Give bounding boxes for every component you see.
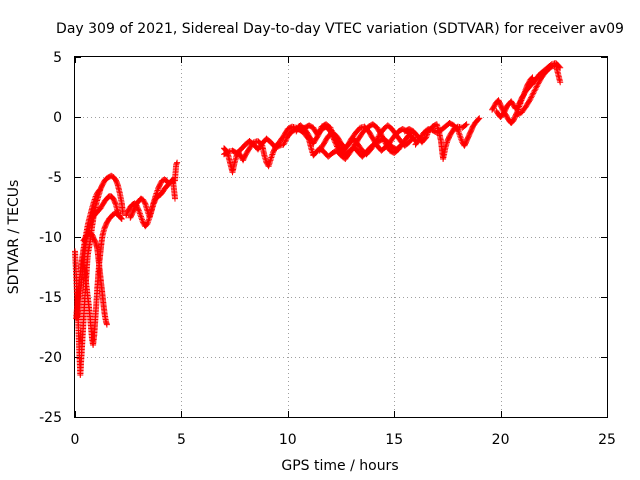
data-point [532, 86, 539, 93]
scatter-points [72, 60, 564, 378]
data-point [533, 84, 540, 91]
data-point [374, 134, 381, 141]
data-point [374, 136, 381, 143]
x-tick-label: 5 [177, 432, 186, 448]
data-point [533, 83, 540, 90]
data-point [381, 137, 388, 144]
data-point [382, 139, 388, 145]
data-point [332, 140, 339, 147]
y-tick-label: -5 [48, 170, 62, 186]
x-tick-label: 0 [71, 432, 80, 448]
data-point [476, 115, 483, 122]
x-tick-label: 25 [598, 432, 616, 448]
x-tick-labels: 0 5 10 15 20 25 [71, 432, 616, 448]
plot-frame [74, 56, 608, 418]
data-point [172, 195, 178, 202]
data-point [529, 91, 536, 98]
x-tick-label: 10 [279, 432, 297, 448]
data-point [463, 121, 470, 128]
y-tick-label: 0 [53, 110, 62, 126]
x-tick-label: 20 [492, 432, 510, 448]
data-point [333, 142, 340, 149]
data-point [103, 321, 110, 328]
y-tick-label: -15 [39, 290, 62, 306]
axis-ticks [75, 57, 608, 418]
data-point [149, 204, 156, 211]
data-point [380, 136, 387, 143]
data-point [528, 93, 535, 100]
data-point [373, 137, 380, 144]
data-point [528, 94, 535, 101]
data-point [114, 180, 120, 186]
x-axis-label: GPS time / hours [281, 458, 398, 474]
data-point [332, 139, 339, 146]
y-axis-label: SDTVAR / TECUs [6, 180, 22, 295]
data-point [462, 122, 469, 129]
data-point [409, 135, 416, 142]
data-point [526, 97, 533, 104]
data-point [174, 159, 181, 166]
data-point [530, 90, 537, 97]
data-point [281, 140, 288, 147]
data-point [534, 82, 541, 88]
data-point [557, 79, 564, 86]
data-point [282, 138, 288, 145]
x-tick-label: 15 [385, 432, 403, 448]
y-tick-label: -20 [39, 350, 62, 366]
y-tick-label: -25 [39, 410, 62, 426]
data-point [141, 199, 148, 206]
data-point [282, 137, 289, 144]
y-tick-label: -10 [39, 230, 62, 246]
data-point [118, 215, 125, 222]
data-point [96, 186, 103, 193]
y-tick-labels: -25 -20 -15 -10 -5 0 5 [39, 50, 62, 426]
data-point [527, 96, 534, 102]
data-point [334, 144, 341, 151]
data-point [334, 143, 340, 150]
chart-title: Day 309 of 2021, Sidereal Day-to-day VTE… [56, 21, 624, 37]
data-point [410, 134, 417, 141]
grid [75, 57, 607, 417]
data-point [97, 186, 104, 192]
data-point [535, 80, 542, 87]
y-tick-label: 5 [53, 50, 62, 66]
data-point [372, 139, 379, 145]
data-point [118, 216, 125, 222]
data-point [475, 116, 482, 122]
